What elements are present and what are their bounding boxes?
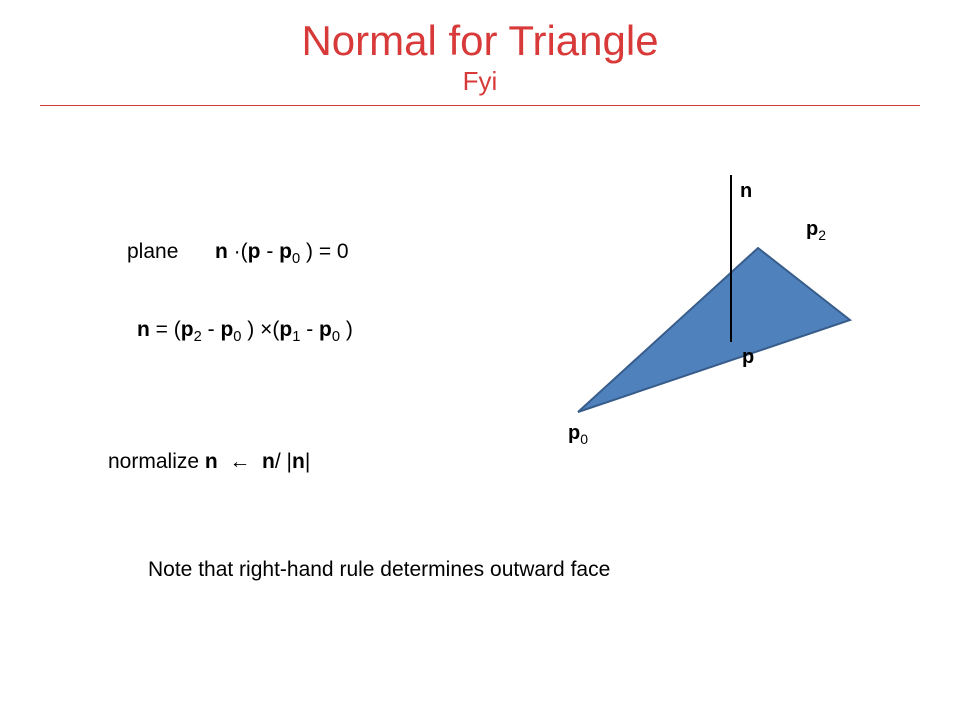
slide-subtitle: Fyi [0, 66, 960, 97]
triangle-diagram [0, 0, 960, 720]
slide-title: Normal for Triangle [0, 18, 960, 64]
normalize-equation: normalize n ← n/ |n| [108, 450, 310, 474]
title-block: Normal for Triangle Fyi [0, 0, 960, 97]
label-n: n [740, 180, 752, 203]
plane-equation: n ·(p - p0 ) = 0 [215, 240, 349, 264]
divider-rule [40, 105, 920, 106]
triangle-shape [578, 248, 850, 412]
label-p0: p0 [568, 422, 588, 445]
label-p2: p2 [806, 218, 826, 241]
cross-product-equation: n = (p2 - p0 ) ×(p1 - p0 ) [137, 318, 353, 342]
right-hand-rule-note: Note that right-hand rule determines out… [148, 558, 610, 582]
label-p: p [742, 346, 754, 369]
plane-label: plane [127, 240, 178, 264]
